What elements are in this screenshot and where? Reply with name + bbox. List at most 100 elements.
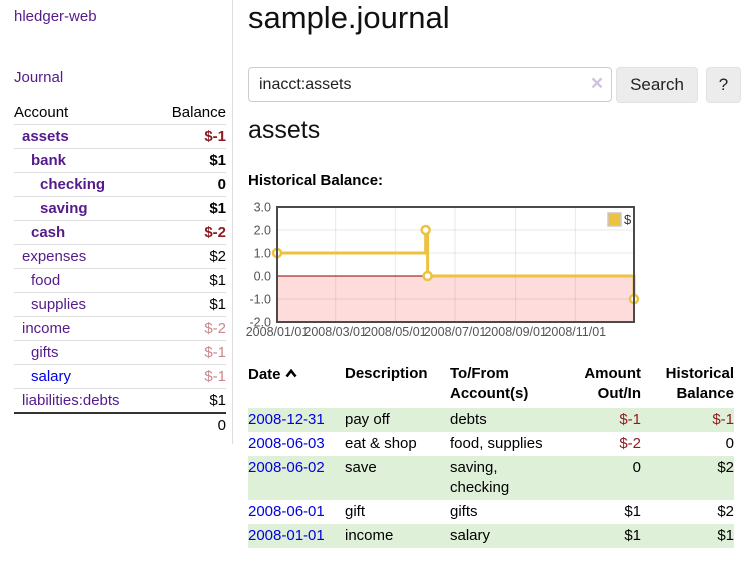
- transaction-accounts: food, supplies: [450, 435, 543, 452]
- account-balance: $1: [154, 388, 226, 413]
- svg-text:1.0: 1.0: [254, 247, 271, 261]
- transaction-balance: 0: [725, 435, 734, 452]
- transaction-amount: 0: [632, 459, 641, 476]
- account-row: gifts $-1: [14, 340, 226, 365]
- svg-text:2.0: 2.0: [254, 224, 271, 238]
- sidebar: hledger-web Journal Account Balance asse…: [0, 0, 233, 444]
- transaction-accounts: saving, checking: [450, 459, 510, 496]
- transaction-amount: $-2: [619, 435, 641, 452]
- account-link-assets[interactable]: assets: [22, 128, 69, 145]
- transaction-description: gift: [345, 503, 366, 520]
- accounts-total-balance: 0: [154, 412, 226, 437]
- account-page-title: assets: [248, 116, 321, 144]
- chart-svg: 3.0 2.0 1.0 0.0 -1.0 -2.02008/01/012008/03/01…: [246, 201, 640, 339]
- account-balance: $2: [154, 244, 226, 269]
- app-brand-link[interactable]: hledger-web: [14, 8, 97, 25]
- svg-text:2008/01/01: 2008/01/01: [246, 325, 309, 339]
- account-row: liabilities:debts $1: [14, 388, 226, 413]
- register-header-date[interactable]: Date: [248, 362, 345, 408]
- account-balance: $1: [154, 268, 226, 293]
- accounts-table: Account Balance assets $-1 bank $1 checking 0…: [14, 101, 226, 437]
- account-row: food $1: [14, 268, 226, 293]
- account-link-food[interactable]: food: [31, 272, 61, 289]
- transaction-date-link[interactable]: 2008-06-01: [248, 503, 325, 520]
- register-header-accounts: To/From Account(s): [450, 365, 529, 402]
- accounts-header-balance: Balance: [171, 104, 226, 121]
- clear-search-icon[interactable]: ×: [590, 72, 604, 95]
- account-link-bank[interactable]: bank: [31, 152, 67, 169]
- account-row: income $-2: [14, 316, 226, 341]
- accounts-total-row: 0: [14, 412, 226, 437]
- svg-text:2008/07/01: 2008/07/01: [424, 325, 487, 339]
- account-balance: $1: [154, 196, 226, 221]
- search-form: × Search ?: [248, 67, 742, 103]
- register-row: 2008-01-01 income salary $1 $1: [248, 524, 734, 548]
- transaction-accounts: salary: [450, 527, 491, 544]
- sidebar-item-journal[interactable]: Journal: [14, 69, 64, 86]
- register-header-amount: Amount Out/In: [584, 365, 641, 402]
- account-link-expenses[interactable]: expenses: [22, 248, 87, 265]
- account-row: expenses $2: [14, 244, 226, 269]
- date-sort-label[interactable]: Date: [248, 366, 281, 383]
- account-balance: $1: [154, 292, 226, 317]
- account-balance: 0: [154, 172, 226, 197]
- transaction-date-link[interactable]: 2008-12-31: [248, 411, 325, 428]
- svg-text:2008/09/01: 2008/09/01: [484, 325, 547, 339]
- page-title: sample.journal: [248, 0, 450, 35]
- account-balance: $-2: [154, 220, 226, 245]
- account-balance: $1: [154, 148, 226, 173]
- transaction-date-link[interactable]: 2008-06-02: [248, 459, 325, 476]
- accounts-table-body: assets $-1 bank $1 checking 0 saving $1 cash $-2 e…: [14, 124, 226, 413]
- account-link-liabilities-debts[interactable]: liabilities:debts: [22, 392, 120, 409]
- register-header-description: Description: [345, 365, 428, 382]
- account-link-saving[interactable]: saving: [40, 200, 88, 217]
- account-row: assets $-1: [14, 124, 226, 149]
- transaction-description: save: [345, 459, 377, 476]
- svg-text:2008/03/01: 2008/03/01: [304, 325, 367, 339]
- account-balance: $-1: [154, 364, 226, 389]
- svg-text:2008/11/01: 2008/11/01: [544, 325, 606, 339]
- accounts-header-account: Account: [14, 104, 69, 121]
- register-row: 2008-12-31 pay off debts $-1 $-1: [248, 408, 734, 432]
- transaction-accounts: gifts: [450, 503, 478, 520]
- transaction-balance: $2: [717, 459, 734, 476]
- transaction-balance: $1: [717, 527, 734, 544]
- account-link-income[interactable]: income: [22, 320, 71, 337]
- transaction-description: eat & shop: [345, 435, 417, 452]
- svg-text:0.0: 0.0: [254, 270, 271, 284]
- register-row: 2008-06-02 save saving, checking 0 $2: [248, 456, 734, 500]
- account-balance: $-2: [154, 316, 226, 341]
- account-balance: $-1: [154, 124, 226, 149]
- account-row: saving $1: [14, 196, 226, 221]
- transaction-date-link[interactable]: 2008-06-03: [248, 435, 325, 452]
- svg-text:3.0: 3.0: [254, 201, 271, 215]
- transaction-amount: $-1: [619, 411, 641, 428]
- transaction-accounts: debts: [450, 411, 487, 428]
- accounts-table-header: Account Balance: [14, 101, 226, 125]
- register-header-balance: Historical Balance: [665, 365, 734, 402]
- transaction-balance: $2: [717, 503, 734, 520]
- transaction-description: income: [345, 527, 394, 544]
- account-link-checking[interactable]: checking: [40, 176, 106, 193]
- account-link-salary[interactable]: salary: [31, 368, 72, 385]
- historical-balance-chart: 3.0 2.0 1.0 0.0 -1.0 -2.0 2008/01/01 2008/03/01…: [244, 198, 644, 344]
- svg-text:$: $: [624, 212, 632, 227]
- account-link-gifts[interactable]: gifts: [31, 344, 59, 361]
- svg-text:-1.0: -1.0: [249, 293, 271, 307]
- transaction-amount: $1: [624, 503, 641, 520]
- register-row: 2008-06-03 eat & shop food, supplies $-2 0: [248, 432, 734, 456]
- account-balance: $-1: [154, 340, 226, 365]
- transaction-date-link[interactable]: 2008-01-01: [248, 527, 325, 544]
- account-link-cash[interactable]: cash: [31, 224, 66, 241]
- spacer: [14, 412, 155, 437]
- svg-text:2008/05/01: 2008/05/01: [364, 325, 427, 339]
- account-row: supplies $1: [14, 292, 226, 317]
- transaction-balance: $-1: [712, 411, 734, 428]
- account-link-supplies[interactable]: supplies: [31, 296, 87, 313]
- help-button[interactable]: ?: [706, 67, 741, 103]
- search-button[interactable]: Search: [616, 67, 698, 103]
- register-table-body: 2008-12-31 pay off debts $-1 $-1 2008-06-03 ea…: [248, 408, 734, 548]
- account-row: bank $1: [14, 148, 226, 173]
- search-input[interactable]: [248, 67, 612, 102]
- register-header-row: Date Description To/From Account(s) Amou…: [248, 362, 734, 408]
